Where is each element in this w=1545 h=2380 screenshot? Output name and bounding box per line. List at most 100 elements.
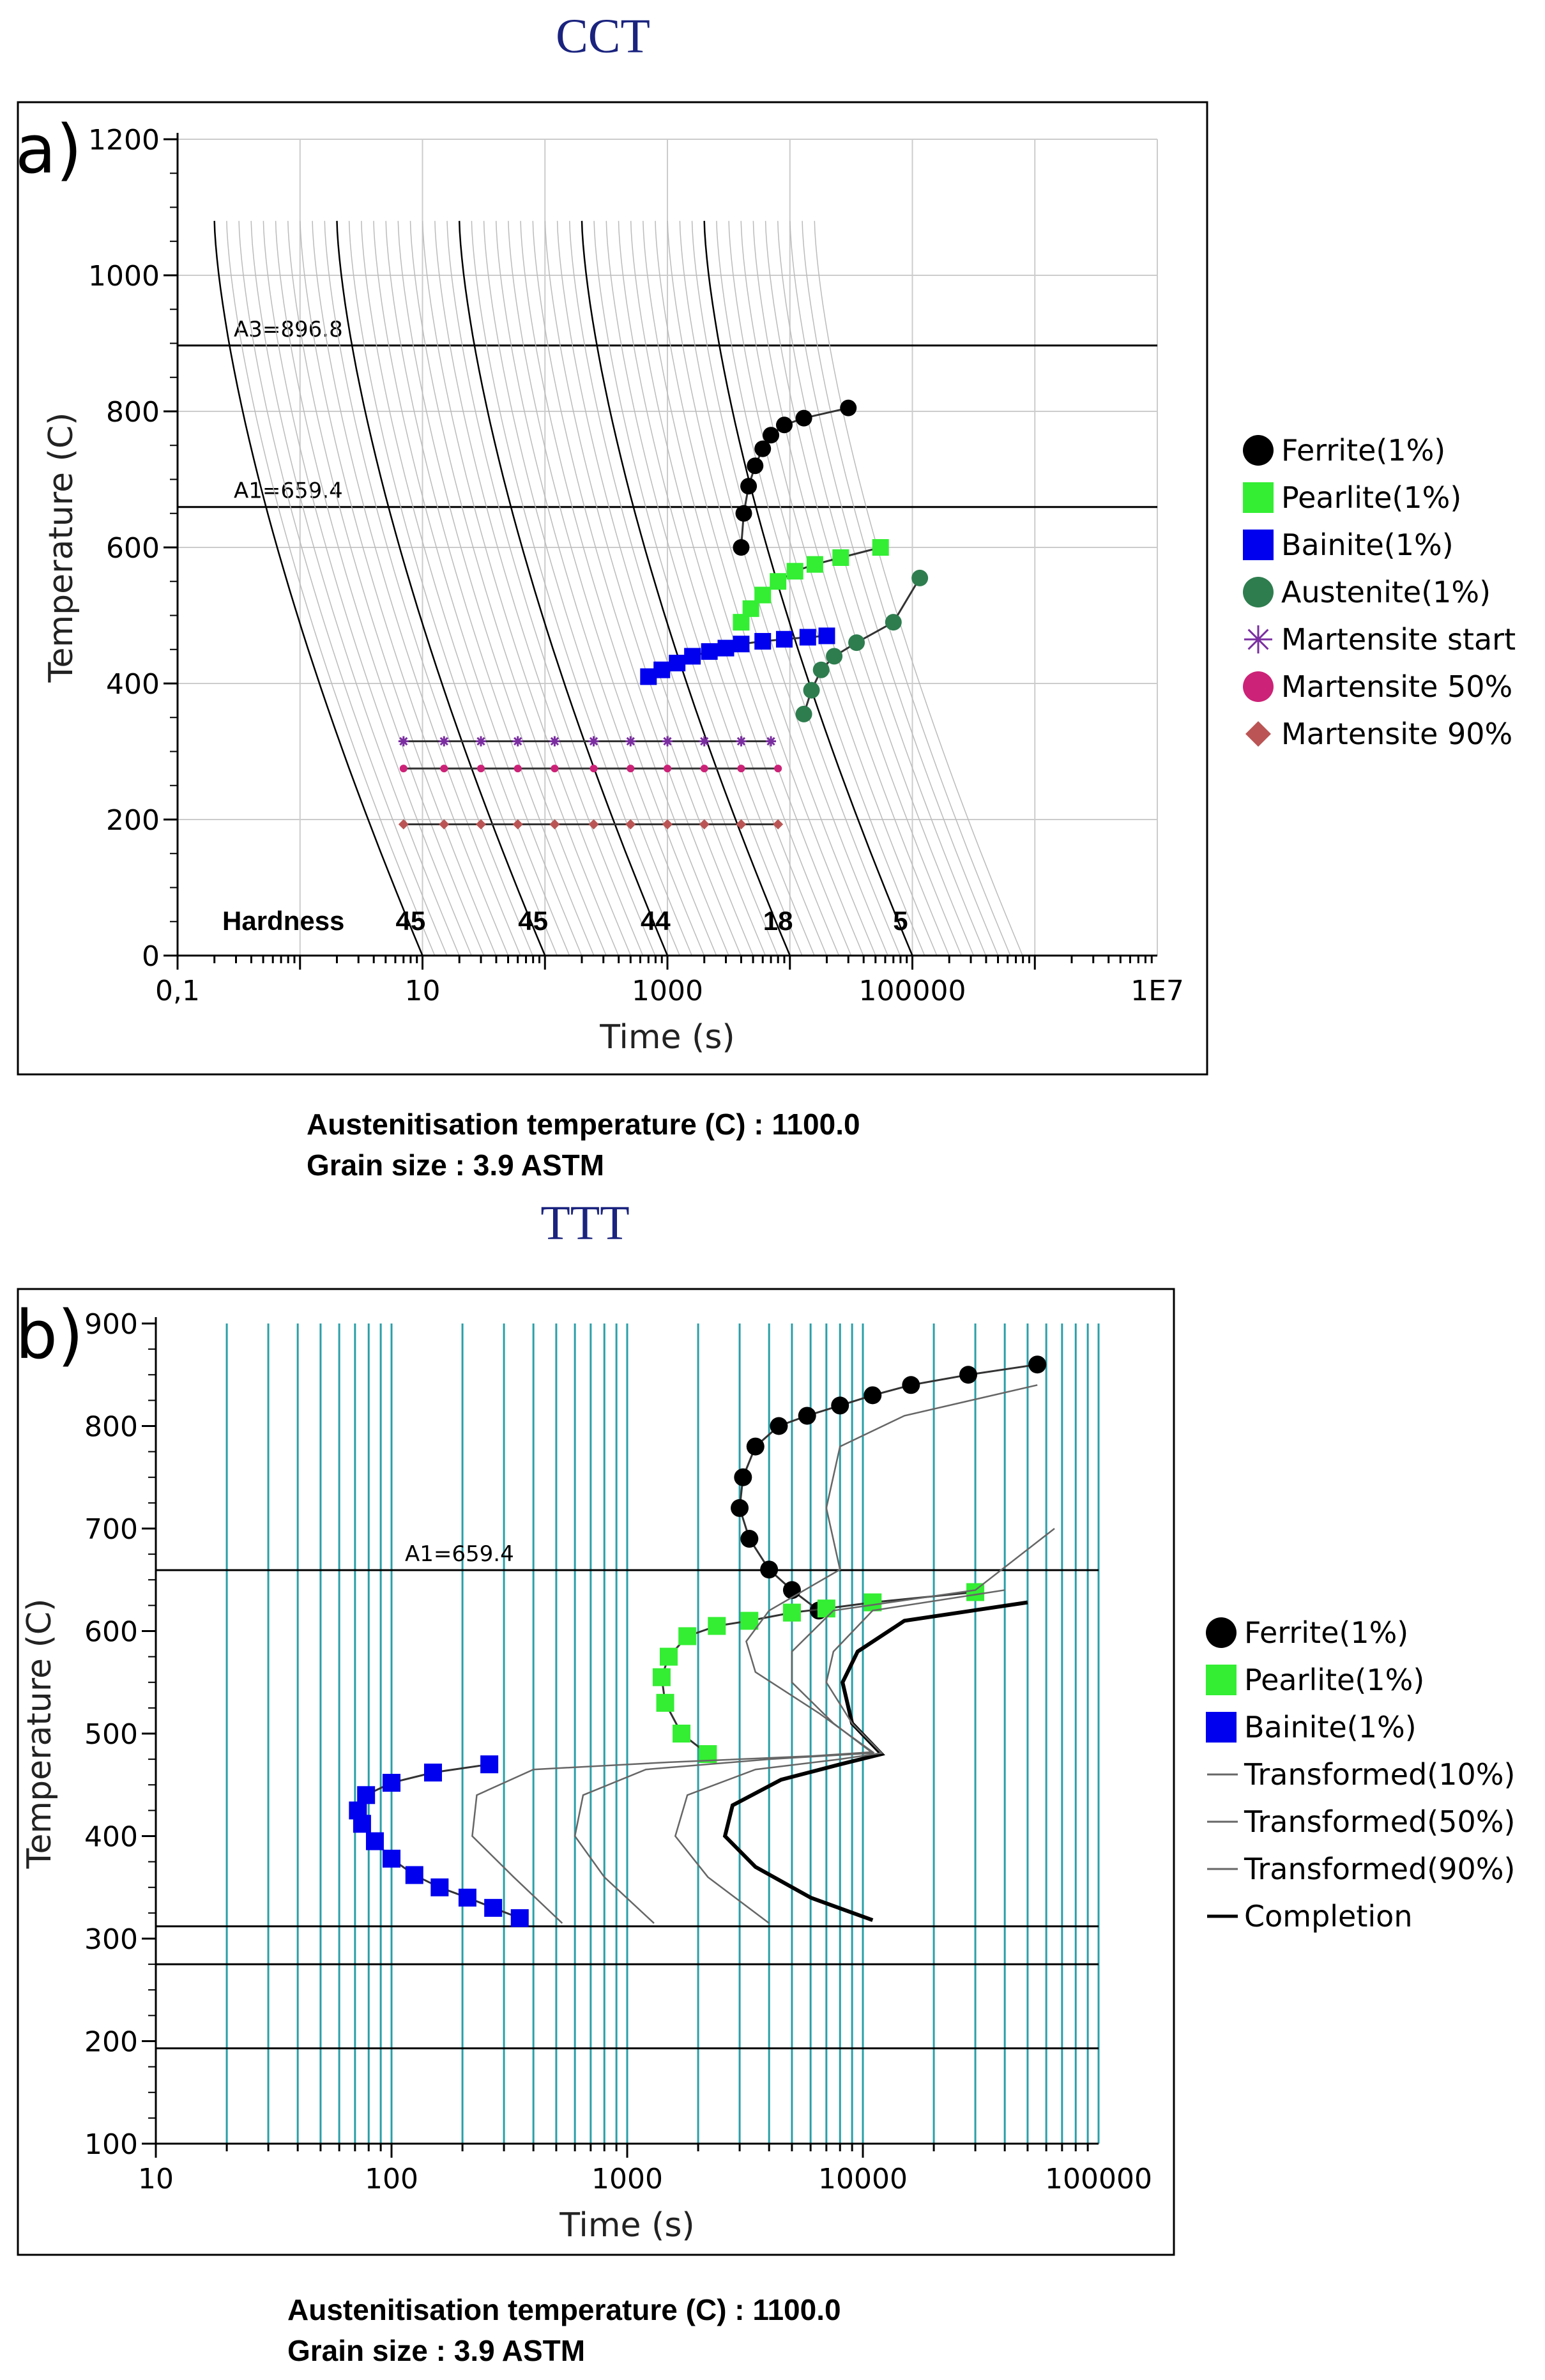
hardness-value: 18	[763, 906, 793, 936]
cooling-curve	[446, 220, 656, 956]
hardness-value: 45	[518, 906, 548, 936]
data-point	[911, 569, 929, 586]
legend-entry: Pearlite(1%)	[1244, 1663, 1424, 1697]
data-point	[365, 1832, 384, 1850]
data-point	[775, 630, 793, 648]
data-point	[812, 661, 830, 678]
data-point	[782, 1581, 801, 1599]
cooling-curve	[312, 220, 521, 956]
y-tick-label: 500	[84, 1718, 138, 1751]
series-line	[740, 407, 849, 548]
data-point	[818, 627, 835, 645]
series-ferrite-1	[731, 1355, 1047, 1620]
cooling-curve	[814, 220, 1023, 956]
data-point	[786, 563, 803, 580]
hardness-value: 45	[396, 906, 426, 936]
y-tick-label: 600	[84, 1616, 138, 1649]
data-point	[795, 409, 812, 427]
data-point	[678, 1627, 697, 1645]
data-point	[549, 819, 560, 830]
legend-entry: Pearlite(1%)	[1281, 480, 1461, 515]
data-point	[512, 736, 523, 747]
data-point	[754, 632, 772, 650]
data-point	[701, 643, 718, 660]
data-point	[740, 1530, 759, 1548]
series-martensite-start	[398, 736, 777, 747]
data-point	[740, 478, 757, 495]
legend-entry: Austenite(1%)	[1281, 575, 1491, 609]
data-point	[864, 1593, 882, 1612]
legend-entry: Martensite 90%	[1281, 717, 1512, 751]
data-point	[774, 765, 782, 773]
legend-entry: Transformed(50%)	[1244, 1804, 1515, 1839]
cooling-curve	[336, 220, 546, 956]
legend-entry: Martensite 50%	[1281, 669, 1512, 704]
series-pearlite-1	[652, 1583, 985, 1764]
cooling-curve	[618, 220, 827, 956]
data-point	[700, 765, 708, 773]
series-line	[574, 1528, 1055, 1924]
x-tick-label: 10	[138, 2163, 174, 2195]
data-point	[669, 655, 686, 672]
cct-footer-grain-size: Grain size : 3.9 ASTM	[307, 1148, 604, 1182]
data-point	[439, 819, 450, 830]
data-point	[510, 1909, 529, 1927]
cct-panel-label: a)	[15, 111, 82, 188]
cooling-curve	[691, 220, 901, 956]
series-line	[674, 1589, 1005, 1924]
data-point	[782, 1603, 801, 1622]
y-tick-label: 100	[84, 2128, 138, 2161]
cooling-curve	[250, 220, 460, 956]
data-point	[737, 765, 745, 773]
data-point	[659, 1647, 678, 1666]
data-point	[398, 819, 409, 830]
series-transformed-90	[674, 1589, 1005, 1924]
data-point	[458, 1888, 476, 1907]
data-point	[653, 661, 671, 678]
cct-footer-austenitisation: Austenitisation temperature (C) : 1100.0	[307, 1108, 860, 1141]
data-point	[476, 765, 485, 773]
ttt-panel-frame	[17, 1288, 1175, 2256]
x-tick-label: 0,1	[155, 975, 200, 1007]
data-point	[734, 1468, 752, 1486]
cooling-curve	[385, 220, 595, 956]
data-point	[439, 736, 450, 747]
cooling-curve	[263, 220, 472, 956]
legend-entry: Ferrite(1%)	[1244, 1615, 1408, 1650]
legend-swatch	[1206, 1617, 1237, 1648]
cooling-curve	[703, 220, 913, 956]
data-point	[512, 819, 523, 830]
data-point	[733, 636, 750, 653]
series-pearlite-1	[733, 539, 889, 631]
cooling-curve	[655, 220, 864, 956]
legend-entry: Bainite(1%)	[1281, 528, 1454, 562]
cooling-curve	[581, 220, 791, 956]
cooling-curve	[520, 220, 729, 956]
data-point	[664, 765, 671, 773]
ttt-panel-label: b)	[15, 1296, 84, 1374]
data-point	[795, 705, 812, 722]
y-tick-label: 0	[142, 940, 160, 973]
data-point	[551, 765, 559, 773]
legend: Ferrite(1%) Pearlite(1%) Bainite(1%) Austen…	[1243, 433, 1516, 751]
data-point	[662, 736, 673, 747]
legend-entry: Transformed(90%)	[1244, 1852, 1515, 1886]
cooling-curve	[495, 220, 705, 956]
y-tick-label: 800	[84, 1411, 138, 1444]
y-tick-label: 400	[84, 1821, 138, 1854]
data-point	[717, 639, 734, 657]
ttt-footer-grain-size: Grain size : 3.9 ASTM	[287, 2334, 585, 2367]
series-ferrite-1	[733, 399, 857, 556]
ttt-title: TTT	[540, 1196, 629, 1250]
data-point	[798, 1407, 816, 1425]
data-point	[770, 573, 787, 590]
data-point	[747, 457, 764, 475]
data-point	[656, 1693, 674, 1712]
data-point	[766, 736, 777, 747]
data-point	[773, 819, 784, 830]
data-point	[803, 682, 820, 699]
legend-swatch	[1243, 577, 1274, 607]
series-line	[738, 1363, 1038, 1612]
data-point	[430, 1878, 449, 1896]
